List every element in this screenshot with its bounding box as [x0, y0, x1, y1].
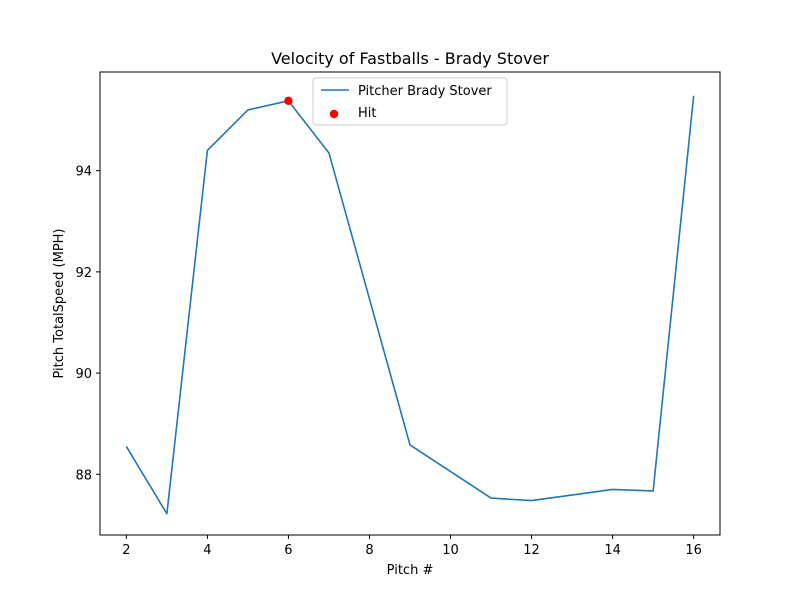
legend-box: [312, 77, 508, 126]
x-tick-label: 10: [442, 543, 459, 558]
y-tick-label: 94: [75, 165, 92, 180]
x-tick-label: 2: [122, 543, 130, 558]
y-tick-label: 88: [75, 468, 92, 483]
x-axis-label: Pitch #: [387, 563, 434, 578]
legend-label: Hit: [358, 106, 376, 121]
y-axis-label: Pitch TotalSpeed (MPH): [52, 228, 67, 378]
legend-marker-swatch: [329, 109, 339, 119]
legend-label: Pitcher Brady Stover: [358, 84, 492, 99]
legend: Pitcher Brady Stover Hit: [312, 77, 508, 126]
x-tick-label: 4: [203, 543, 211, 558]
y-tick-label: 92: [75, 266, 92, 281]
x-tick-label: 6: [284, 543, 292, 558]
chart-title: Velocity of Fastballs - Brady Stover: [271, 49, 549, 68]
x-tick-label: 8: [365, 543, 373, 558]
x-axis: 2 4 6 8 10 12 14 16: [122, 535, 702, 558]
axes-frame: [99, 71, 721, 536]
y-axis: 88 90 92 94: [75, 165, 100, 483]
x-tick-label: 16: [685, 543, 702, 558]
plot-area: [125, 95, 695, 515]
y-tick-label: 90: [75, 367, 92, 382]
hit-point: [284, 96, 293, 106]
x-tick-label: 12: [523, 543, 540, 558]
series-line: [125, 95, 695, 515]
x-tick-label: 14: [604, 543, 621, 558]
